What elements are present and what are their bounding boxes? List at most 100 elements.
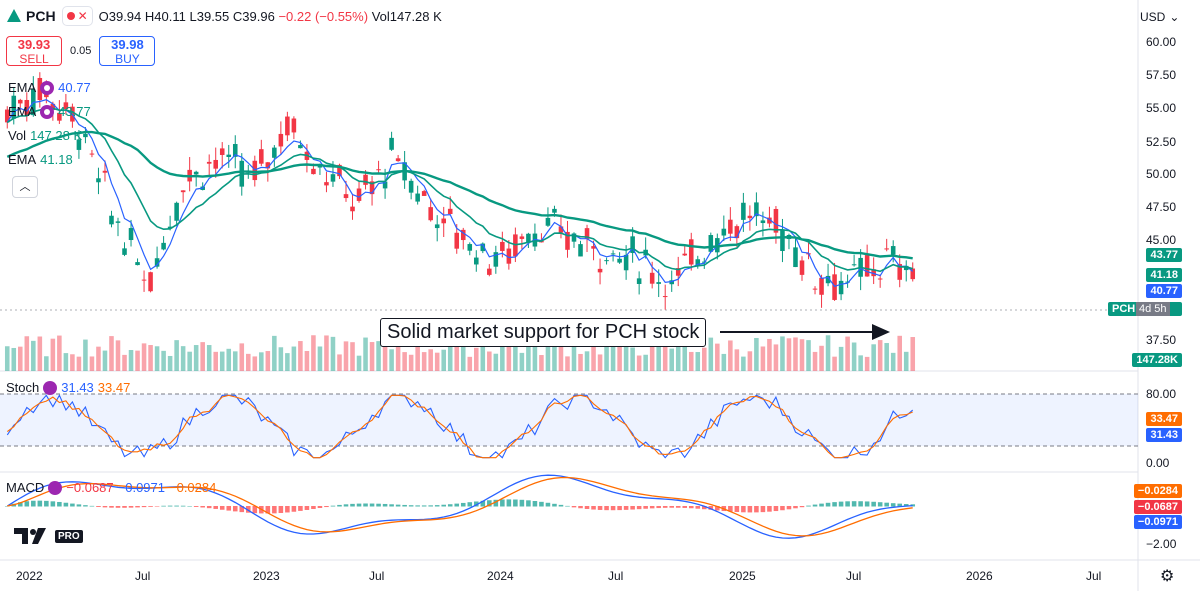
settings-icon[interactable] xyxy=(43,380,58,395)
chevron-up-icon: ︿ xyxy=(19,181,31,193)
macd-hist-bar xyxy=(793,506,798,509)
volume-bar xyxy=(767,338,772,371)
volume-bar xyxy=(76,356,82,371)
volume-bar xyxy=(4,346,10,371)
indicator-ema-1[interactable]: EMA 40.77 xyxy=(8,80,91,95)
macd-hist-bar xyxy=(643,506,648,509)
volume-bar xyxy=(610,346,616,371)
macd-hist-bar xyxy=(734,506,740,512)
macd-hist-bar xyxy=(291,506,297,512)
macd-hist-bar xyxy=(728,506,733,512)
stoch-axis-label: 0.00 xyxy=(1146,456,1170,470)
volume-bar xyxy=(754,337,759,371)
time-axis-label: Jul xyxy=(1086,569,1102,583)
volume-bar xyxy=(851,342,857,371)
volume-bar xyxy=(109,336,114,371)
candle-body xyxy=(754,202,759,217)
volume-bar xyxy=(780,336,785,371)
volume-bar xyxy=(337,354,342,371)
macd-hist-bar xyxy=(871,501,876,507)
volume-bar xyxy=(187,351,192,371)
candle-body xyxy=(845,281,850,283)
macd-hist-bar xyxy=(135,506,140,508)
candle-body xyxy=(180,190,186,193)
indicator-ema-3[interactable]: EMA 41.18 xyxy=(8,152,73,167)
volume-bar xyxy=(83,339,88,371)
macd-hist-bar xyxy=(506,499,512,507)
macd-hist-bar xyxy=(96,506,101,507)
volume-bar xyxy=(545,343,551,371)
macd-signal-line xyxy=(7,476,913,537)
macd-hist-bar xyxy=(356,503,362,507)
ema-mid-line xyxy=(6,107,913,273)
sell-button[interactable]: 39.93 SELL xyxy=(6,36,62,66)
candle-body xyxy=(493,252,499,267)
candle-body xyxy=(819,277,824,295)
macd-hist-bar xyxy=(4,506,10,507)
indicator-vol[interactable]: Vol 147.28 K xyxy=(8,128,82,143)
stoch-legend[interactable]: Stoch 31.43 33.47 xyxy=(6,380,130,395)
macd-hist-bar xyxy=(304,506,310,510)
annotation-text[interactable]: Solid market support for PCH stock xyxy=(380,318,707,347)
macd-hist-bar xyxy=(565,505,570,507)
collapse-legend-button[interactable]: ︿ xyxy=(12,176,38,198)
macd-legend[interactable]: MACD −0.0687 −0.0971 −0.0284 xyxy=(6,480,216,495)
candle-body xyxy=(851,264,857,266)
candle-body xyxy=(141,279,147,281)
macd-hist-bar xyxy=(617,506,622,511)
candle-body xyxy=(122,248,127,255)
volume-bar xyxy=(57,335,62,371)
currency-selector[interactable]: USD ⌄ xyxy=(1140,10,1179,24)
volume-bar xyxy=(206,345,212,371)
macd-hist-bar xyxy=(532,501,538,507)
candle-body xyxy=(552,208,557,213)
volume-bar xyxy=(799,339,805,371)
candle-body xyxy=(623,254,629,271)
symbol-status-pill[interactable]: ✕ xyxy=(61,6,93,26)
indicator-ema-2[interactable]: EMA 43.77 xyxy=(8,104,91,119)
macd-hist-bar xyxy=(141,506,147,508)
candle-body xyxy=(83,133,88,138)
candle-body xyxy=(154,258,160,267)
pro-badge: PRO xyxy=(55,529,83,543)
symbol-ticker[interactable]: PCH xyxy=(26,8,56,24)
candlestick-series xyxy=(4,72,916,310)
volume-bar xyxy=(285,353,290,371)
volume-bar xyxy=(617,336,622,371)
candle-body xyxy=(636,278,642,284)
settings-icon[interactable] xyxy=(48,480,63,495)
macd-hist-bar xyxy=(630,506,635,510)
candle-body xyxy=(675,268,681,276)
macd-hist-bar xyxy=(213,506,218,509)
price-tag: 43.77 xyxy=(1146,248,1182,262)
volume-bar xyxy=(441,349,446,371)
macd-hist-bar xyxy=(741,506,746,513)
buy-label: BUY xyxy=(115,52,140,66)
volume-bar xyxy=(715,343,720,371)
volume-bar xyxy=(180,346,186,371)
macd-hist-bar xyxy=(382,503,388,507)
volume-bar xyxy=(838,346,844,371)
macd-hist-bar xyxy=(864,501,870,507)
chart-settings-icon[interactable]: ⚙ xyxy=(1160,568,1175,585)
volume-bar xyxy=(135,350,140,371)
volume-bar xyxy=(272,335,277,371)
tradingview-logo[interactable]: PRO xyxy=(14,528,83,544)
candle-body xyxy=(265,162,271,169)
volume-bar xyxy=(682,346,688,371)
macd-hist-bar xyxy=(76,504,82,507)
close-icon[interactable]: ✕ xyxy=(77,9,88,23)
candle-body xyxy=(356,188,362,201)
settings-icon[interactable] xyxy=(40,80,55,95)
candle-body xyxy=(767,217,772,224)
volume-bar xyxy=(721,353,727,371)
candle-body xyxy=(910,268,916,280)
candle-body xyxy=(415,193,420,202)
macd-hist-bar xyxy=(363,503,368,507)
macd-hist-bar xyxy=(376,503,381,507)
buy-button[interactable]: 39.98 BUY xyxy=(99,36,156,66)
settings-icon[interactable] xyxy=(40,104,55,119)
volume-bar xyxy=(304,350,310,371)
macd-hist-bar xyxy=(441,504,446,507)
